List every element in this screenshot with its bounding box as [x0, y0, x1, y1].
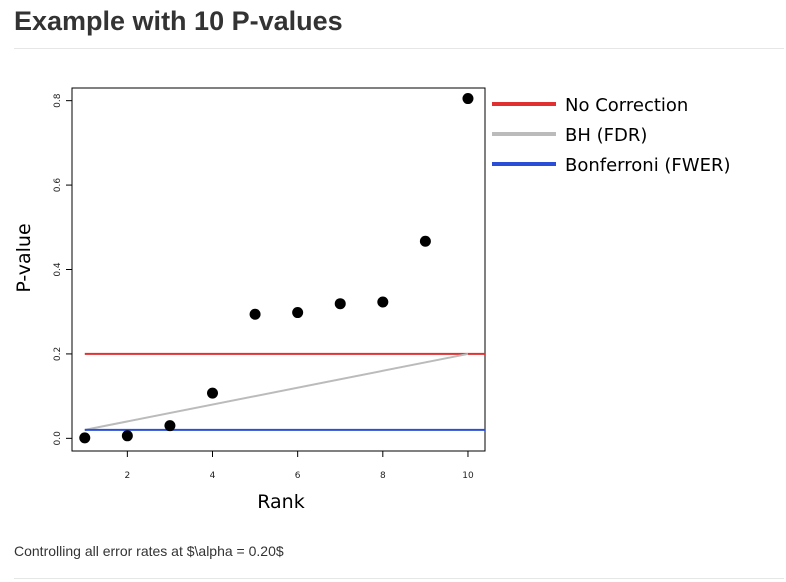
- data-point: [79, 432, 91, 444]
- legend-item-label: Bonferroni (FWER): [565, 155, 731, 176]
- legend: No Correction BH (FDR) Bonferroni (FWER): [492, 95, 731, 176]
- caption: Controlling all error rates at $\alpha =…: [14, 543, 284, 559]
- plot-frame: [71, 87, 486, 452]
- bottom-divider: [14, 578, 784, 579]
- data-point: [207, 387, 219, 399]
- data-point: [462, 93, 474, 105]
- data-point: [419, 235, 431, 247]
- legend-item-label: No Correction: [565, 95, 688, 116]
- data-point: [377, 296, 389, 308]
- page-title: Example with 10 P-values: [14, 6, 343, 36]
- reference-lines: [84, 352, 485, 431]
- x-tick-label: 4: [210, 471, 216, 481]
- y-tick-label: 0.8: [53, 93, 63, 108]
- y-axis: 0.0 0.2 0.4 0.6 0.8: [53, 93, 72, 446]
- y-axis-label: P-value: [13, 223, 35, 292]
- x-axis-label: Rank: [257, 491, 304, 513]
- data-point: [334, 298, 346, 310]
- x-axis: 2 4 6 8 10: [124, 451, 474, 481]
- legend-item-label: BH (FDR): [565, 125, 647, 146]
- data-point: [121, 430, 133, 442]
- x-tick-label: 2: [124, 471, 130, 481]
- data-point: [292, 307, 304, 319]
- x-tick-label: 6: [295, 471, 301, 481]
- x-tick-label: 10: [462, 471, 474, 481]
- x-tick-label: 8: [380, 471, 386, 481]
- y-tick-label: 0.2: [53, 347, 63, 361]
- series-line: [84, 352, 469, 431]
- data-point: [249, 308, 261, 320]
- y-tick-label: 0.0: [53, 431, 63, 446]
- pvalue-chart: 2 4 6 8 10 0.0 0.2 0.4 0.6 0.8 Rank P-value No C…: [13, 87, 731, 513]
- y-tick-label: 0.6: [53, 178, 63, 193]
- data-point: [164, 420, 176, 432]
- title-divider: [14, 48, 784, 49]
- data-points: [79, 93, 474, 444]
- y-tick-label: 0.4: [53, 262, 63, 277]
